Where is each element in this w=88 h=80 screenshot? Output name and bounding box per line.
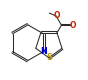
Text: O: O	[69, 21, 76, 30]
Text: O: O	[54, 11, 60, 20]
Text: N: N	[40, 47, 47, 56]
Text: S: S	[46, 53, 52, 62]
